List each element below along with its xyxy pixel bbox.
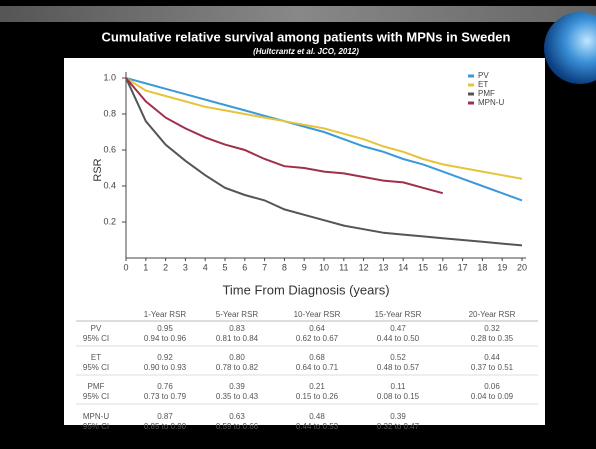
x-tick-label: 9: [302, 262, 307, 272]
table-ci: 0.81 to 0.84: [216, 334, 259, 343]
table-ci: 0.08 to 0.15: [377, 392, 420, 401]
x-tick-label: 12: [359, 262, 369, 272]
ci-label: 95% CI: [83, 392, 109, 401]
ci-label: 95% CI: [83, 363, 109, 372]
x-tick-label: 5: [222, 262, 227, 272]
ci-label: 95% CI: [83, 422, 109, 431]
table-header: 15-Year RSR: [375, 310, 422, 319]
table-ci: 0.94 to 0.96: [144, 334, 187, 343]
top-band: [0, 6, 596, 22]
legend-label: PMF: [478, 89, 495, 98]
x-tick-label: 17: [458, 262, 468, 272]
table-value: 0.47: [390, 324, 406, 333]
table-value: 0.44: [484, 353, 500, 362]
table-ci: 0.28 to 0.35: [471, 334, 514, 343]
table-header: 1-Year RSR: [144, 310, 187, 319]
table-value: 0.83: [229, 324, 245, 333]
x-tick-label: 8: [282, 262, 287, 272]
x-tick-label: 10: [319, 262, 329, 272]
table-value: 0.52: [390, 353, 406, 362]
x-tick-label: 3: [183, 262, 188, 272]
x-tick-label: 14: [398, 262, 408, 272]
table-ci: 0.78 to 0.82: [216, 363, 259, 372]
x-tick-label: 20: [517, 262, 527, 272]
table-value: 0.76: [157, 382, 173, 391]
table-ci: 0.04 to 0.09: [471, 392, 514, 401]
x-tick-label: 2: [163, 262, 168, 272]
table-ci: 0.35 to 0.43: [216, 392, 259, 401]
table-value: 0.11: [391, 382, 407, 391]
y-tick-label: 0.8: [103, 108, 116, 118]
row-label: PMF: [88, 382, 105, 391]
table-header: 20-Year RSR: [469, 310, 516, 319]
table-value: 0.21: [309, 382, 325, 391]
x-tick-label: 0: [123, 262, 128, 272]
ci-label: 95% CI: [83, 334, 109, 343]
y-axis-label: RSR: [92, 158, 104, 181]
row-label: MPN-U: [83, 412, 109, 421]
table-value: 0.48: [309, 412, 325, 421]
table-value: 0.39: [229, 382, 245, 391]
slide: Cumulative relative survival among patie…: [0, 0, 596, 449]
table-ci: 0.59 to 0.66: [216, 422, 259, 431]
table-ci: 0.64 to 0.71: [296, 363, 339, 372]
x-tick-label: 6: [242, 262, 247, 272]
table-ci: 0.44 to 0.50: [377, 334, 420, 343]
table-header: 10-Year RSR: [294, 310, 341, 319]
table-ci: 0.62 to 0.67: [296, 334, 339, 343]
table-ci: 0.37 to 0.51: [471, 363, 514, 372]
table-ci: 0.15 to 0.26: [296, 392, 339, 401]
x-tick-label: 4: [203, 262, 208, 272]
table-value: 0.68: [309, 353, 325, 362]
table-value: 0.80: [229, 353, 245, 362]
table-value: 0.92: [157, 353, 173, 362]
table-value: 0.39: [390, 412, 406, 421]
x-tick-label: 11: [339, 262, 348, 272]
x-tick-label: 15: [418, 262, 428, 272]
table-value: 0.06: [484, 382, 500, 391]
table-ci: 0.73 to 0.79: [144, 392, 187, 401]
legend-label: ET: [478, 80, 488, 89]
y-tick-label: 0.4: [103, 180, 116, 190]
table-value: 0.63: [229, 412, 245, 421]
table-ci: 0.85 to 0.90: [144, 422, 187, 431]
table-value: 0.64: [309, 324, 325, 333]
table-ci: 0.90 to 0.93: [144, 363, 187, 372]
table-value: 0.95: [157, 324, 173, 333]
title: Cumulative relative survival among patie…: [102, 29, 511, 44]
table-value: 0.87: [157, 412, 173, 421]
row-label: ET: [91, 353, 101, 362]
x-tick-label: 18: [477, 262, 487, 272]
table-ci: 0.44 to 0.53: [296, 422, 339, 431]
y-tick-label: 1.0: [103, 72, 116, 82]
table-value: 0.32: [484, 324, 500, 333]
row-label: PV: [91, 324, 102, 333]
x-tick-label: 19: [497, 262, 507, 272]
x-tick-label: 7: [262, 262, 267, 272]
y-tick-label: 0.6: [103, 144, 116, 154]
x-axis-label: Time From Diagnosis (years): [222, 282, 389, 297]
y-tick-label: 0.2: [103, 216, 116, 226]
table-ci: 0.32 to 0.47: [377, 422, 420, 431]
subtitle: (Hultcrantz et al. JCO, 2012): [253, 47, 359, 56]
x-tick-label: 13: [378, 262, 388, 272]
legend-label: PV: [478, 71, 489, 80]
legend-label: MPN-U: [478, 98, 504, 107]
x-tick-label: 1: [143, 262, 148, 272]
page: Cumulative relative survival among patie…: [0, 0, 596, 449]
table-header: 5-Year RSR: [216, 310, 259, 319]
x-tick-label: 16: [438, 262, 448, 272]
table-ci: 0.48 to 0.57: [377, 363, 420, 372]
